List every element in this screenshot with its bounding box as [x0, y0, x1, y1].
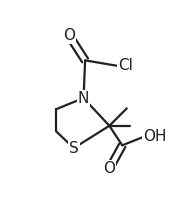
- Text: O: O: [103, 161, 115, 176]
- Text: N: N: [78, 90, 89, 106]
- Text: S: S: [69, 141, 79, 156]
- Text: OH: OH: [143, 129, 167, 144]
- Text: Cl: Cl: [118, 59, 133, 73]
- Text: O: O: [63, 28, 75, 43]
